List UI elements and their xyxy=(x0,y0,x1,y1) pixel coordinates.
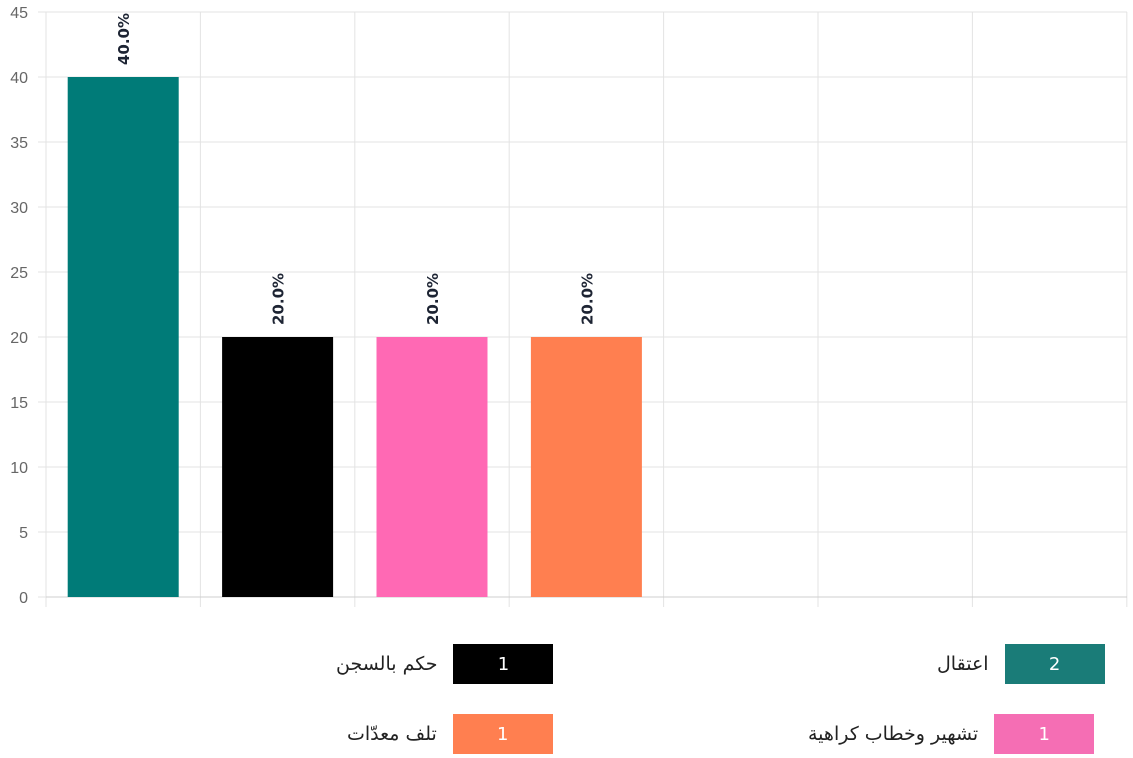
bar-2[interactable] xyxy=(222,337,334,597)
legend-label: اعتقال xyxy=(937,653,989,675)
bar-4[interactable] xyxy=(530,337,642,597)
y-tick-label: 20 xyxy=(10,330,28,347)
bar-data-label: 20.0% xyxy=(424,273,442,325)
y-tick-label: 10 xyxy=(10,460,28,477)
bar-3[interactable] xyxy=(376,337,488,597)
bar-chart: 0 5 10 15 20 25 30 35 40 45 40.0% 20.0% 20.0% 20.0% xyxy=(10,5,1128,607)
legend-label: حكم بالسجن xyxy=(336,653,438,675)
y-tick-label: 45 xyxy=(10,5,28,22)
legend-swatch-count: 1 xyxy=(452,714,553,754)
data-labels: 40.0% 20.0% 20.0% 20.0% xyxy=(115,13,596,325)
bar-data-label: 40.0% xyxy=(115,13,133,65)
legend-item-prison-sentence[interactable]: حكم بالسجن 1 xyxy=(336,644,554,684)
legend-label: تلف معدّات xyxy=(347,723,437,745)
chart-legend: اعتقال 2 حكم بالسجن 1 تشهير وخطاب كراهية… xyxy=(0,630,1133,758)
y-tick-label: 15 xyxy=(10,395,28,412)
y-tick-label: 35 xyxy=(10,135,28,152)
y-tick-label: 40 xyxy=(10,70,28,87)
legend-item-arrest[interactable]: اعتقال 2 xyxy=(937,644,1105,684)
legend-item-defamation-hate-speech[interactable]: تشهير وخطاب كراهية 1 xyxy=(808,714,1095,754)
legend-swatch-count: 1 xyxy=(453,644,554,684)
bar-1[interactable] xyxy=(67,77,179,597)
y-tick-label: 25 xyxy=(10,265,28,282)
y-tick-label: 5 xyxy=(19,525,28,542)
y-tick-label: 0 xyxy=(19,590,28,607)
bars xyxy=(67,77,642,597)
bar-data-label: 20.0% xyxy=(270,273,288,325)
legend-swatch-count: 2 xyxy=(1004,644,1105,684)
bar-data-label: 20.0% xyxy=(578,273,596,325)
legend-item-equipment-damage[interactable]: تلف معدّات 1 xyxy=(347,714,553,754)
y-tick-label: 30 xyxy=(10,200,28,217)
legend-swatch-count: 1 xyxy=(994,714,1095,754)
legend-label: تشهير وخطاب كراهية xyxy=(808,723,979,745)
